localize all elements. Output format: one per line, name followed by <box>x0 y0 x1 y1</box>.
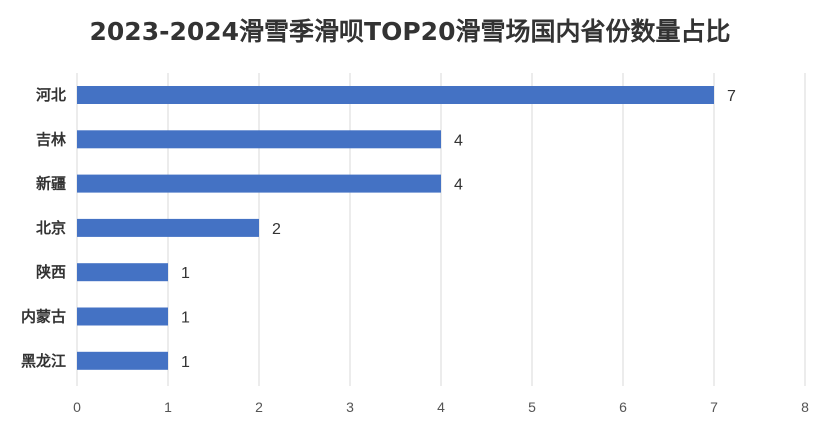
category-label: 内蒙古 <box>21 308 66 326</box>
gridlines <box>76 73 806 386</box>
bar <box>77 174 441 193</box>
bar <box>77 86 714 104</box>
data-label: 1 <box>181 265 190 282</box>
data-label: 2 <box>272 221 281 238</box>
bar <box>77 351 168 370</box>
category-label: 河北 <box>36 86 66 104</box>
bars <box>77 86 714 370</box>
data-label: 4 <box>454 177 463 194</box>
bar <box>77 307 168 326</box>
x-tick-label: 4 <box>437 399 445 415</box>
x-tick-labels: 0 1 2 3 4 5 6 7 8 <box>73 399 809 415</box>
x-tick-label: 1 <box>164 399 172 415</box>
x-tick-label: 5 <box>528 399 536 415</box>
category-label: 陕西 <box>36 263 66 281</box>
category-label: 吉林 <box>36 130 67 148</box>
x-tick-label: 8 <box>801 399 809 415</box>
chart-title: 2023-2024滑雪季滑呗TOP20滑雪场国内省份数量占比 <box>90 17 731 46</box>
data-label: 4 <box>454 132 463 149</box>
category-label: 新疆 <box>36 175 66 193</box>
category-label: 黑龙江 <box>21 352 66 370</box>
bar <box>77 130 441 149</box>
x-tick-label: 2 <box>255 399 263 415</box>
x-tick-label: 3 <box>346 399 354 415</box>
data-label: 1 <box>181 310 190 327</box>
data-label: 1 <box>181 354 190 371</box>
x-tick-label: 0 <box>73 399 81 415</box>
data-labels: 7 4 4 2 1 1 1 <box>181 88 736 371</box>
category-label: 北京 <box>36 219 66 237</box>
bar <box>77 263 168 282</box>
x-tick-label: 6 <box>619 399 627 415</box>
bar <box>77 218 259 237</box>
x-tick-label: 7 <box>710 399 718 415</box>
data-label: 7 <box>727 88 736 105</box>
